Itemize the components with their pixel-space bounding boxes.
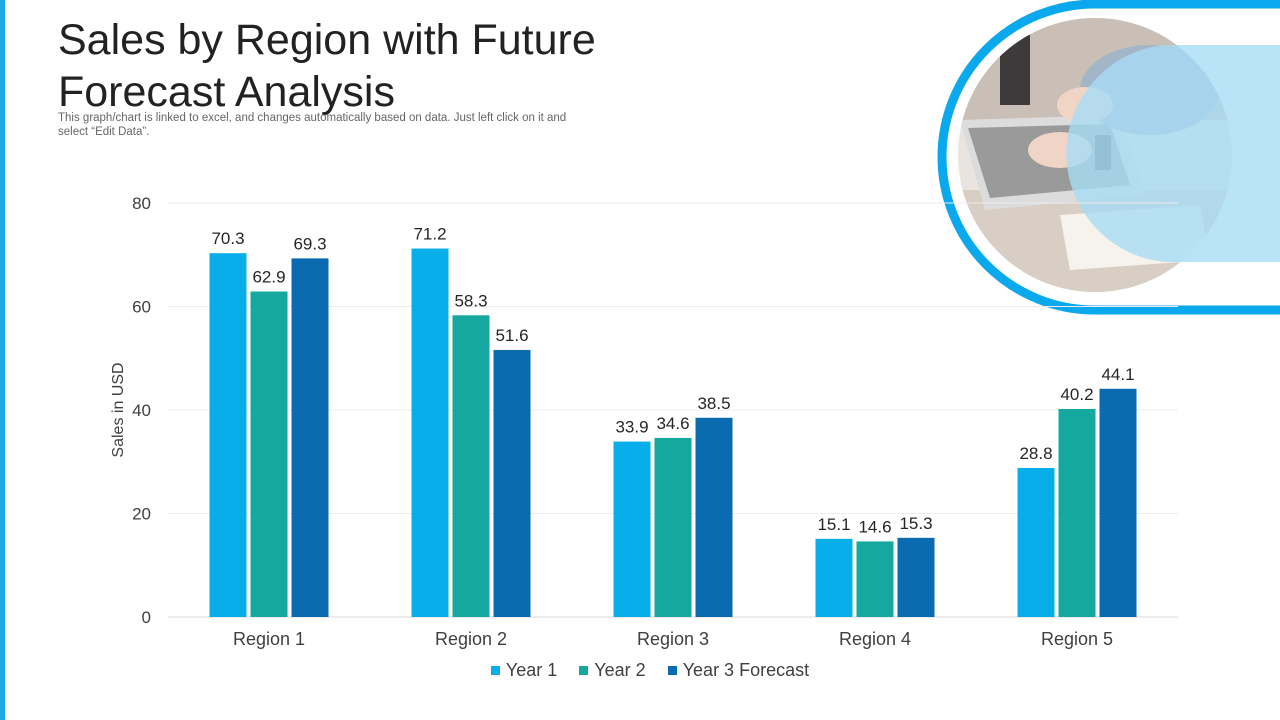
data-label-region-4-year-2: 14.6 bbox=[858, 517, 891, 536]
data-label-region-5-year-3-forecast: 44.1 bbox=[1101, 365, 1134, 384]
chart-data-labels: 70.3 62.9 69.3 71.2 58.3 51.6 33.9 34.6 38.5 15.1… bbox=[211, 225, 1134, 537]
legend-item-year-3-forecast: Year 3 Forecast bbox=[667, 660, 810, 681]
bar-region-3-year-1 bbox=[613, 441, 651, 617]
chart-bars bbox=[209, 248, 1137, 617]
data-label-region-1-year-2: 62.9 bbox=[252, 267, 285, 286]
bar-region-2-year-1 bbox=[411, 248, 449, 617]
y-axis-ticks: 0 20 40 60 80 bbox=[132, 194, 151, 627]
x-tick-label-region-3: Region 3 bbox=[637, 629, 709, 649]
x-tick-label-region-2: Region 2 bbox=[435, 629, 507, 649]
bar-region-2-year-3-forecast bbox=[493, 349, 531, 617]
data-label-region-3-year-2: 34.6 bbox=[656, 414, 689, 433]
legend-swatch-year-3-forecast bbox=[667, 666, 677, 675]
bar-region-4-year-3-forecast bbox=[897, 537, 935, 617]
bar-region-4-year-1 bbox=[815, 538, 853, 617]
page-subtitle: This graph/chart is linked to excel, and… bbox=[58, 112, 567, 138]
bar-region-2-year-2 bbox=[452, 315, 490, 617]
legend-swatch-year-2 bbox=[579, 666, 589, 675]
data-label-region-4-year-3-forecast: 15.3 bbox=[899, 514, 932, 533]
legend-item-year-1: Year 1 bbox=[490, 660, 558, 681]
left-accent-bar bbox=[0, 0, 5, 720]
data-label-region-4-year-1: 15.1 bbox=[817, 515, 850, 534]
bar-region-4-year-2 bbox=[856, 541, 894, 617]
bar-region-1-year-2 bbox=[250, 291, 288, 617]
bar-region-1-year-3-forecast bbox=[291, 258, 329, 617]
data-label-region-5-year-2: 40.2 bbox=[1060, 385, 1093, 404]
bar-region-5-year-1 bbox=[1017, 467, 1055, 617]
y-tick-label-20: 20 bbox=[132, 505, 151, 524]
legend-swatch-year-1 bbox=[490, 666, 500, 675]
legend-label-year-3-forecast: Year 3 Forecast bbox=[682, 660, 810, 680]
y-axis-title: Sales in USD bbox=[110, 362, 127, 457]
y-tick-label-0: 0 bbox=[142, 608, 151, 627]
chart-legend: Year 1 Year 2 Year 3 Forecast bbox=[0, 660, 1280, 681]
page-title: Sales by Region with Future Forecast Ana… bbox=[58, 16, 596, 116]
data-label-region-1-year-1: 70.3 bbox=[211, 229, 244, 248]
data-label-region-3-year-1: 33.9 bbox=[615, 418, 648, 437]
legend-label-year-2: Year 2 bbox=[594, 660, 646, 680]
bar-region-3-year-3-forecast bbox=[695, 417, 733, 617]
y-tick-label-40: 40 bbox=[132, 401, 151, 420]
bar-region-5-year-2 bbox=[1058, 408, 1096, 617]
legend-label-year-1: Year 1 bbox=[505, 660, 558, 680]
x-tick-label-region-1: Region 1 bbox=[233, 629, 305, 649]
bar-region-3-year-2 bbox=[654, 437, 692, 617]
data-label-region-2-year-2: 58.3 bbox=[454, 291, 487, 310]
x-axis-labels: Region 1 Region 2 Region 3 Region 4 Region 5 bbox=[233, 629, 1113, 649]
sales-bar-chart: 0 20 40 60 80 70.3 62.9 69.3 71.2 58.3 51.6 33.9 34… bbox=[110, 194, 1178, 649]
bar-region-5-year-3-forecast bbox=[1099, 388, 1137, 617]
x-tick-label-region-4: Region 4 bbox=[839, 629, 911, 649]
data-label-region-3-year-3-forecast: 38.5 bbox=[697, 394, 730, 413]
x-tick-label-region-5: Region 5 bbox=[1041, 629, 1113, 649]
data-label-region-5-year-1: 28.8 bbox=[1019, 444, 1052, 463]
bar-region-1-year-1 bbox=[209, 253, 247, 617]
data-label-region-2-year-3-forecast: 51.6 bbox=[495, 326, 528, 345]
data-label-region-1-year-3-forecast: 69.3 bbox=[293, 234, 326, 253]
legend-item-year-2: Year 2 bbox=[579, 660, 646, 681]
data-label-region-2-year-1: 71.2 bbox=[413, 225, 446, 244]
y-tick-label-60: 60 bbox=[132, 298, 151, 317]
y-tick-label-80: 80 bbox=[132, 194, 151, 213]
